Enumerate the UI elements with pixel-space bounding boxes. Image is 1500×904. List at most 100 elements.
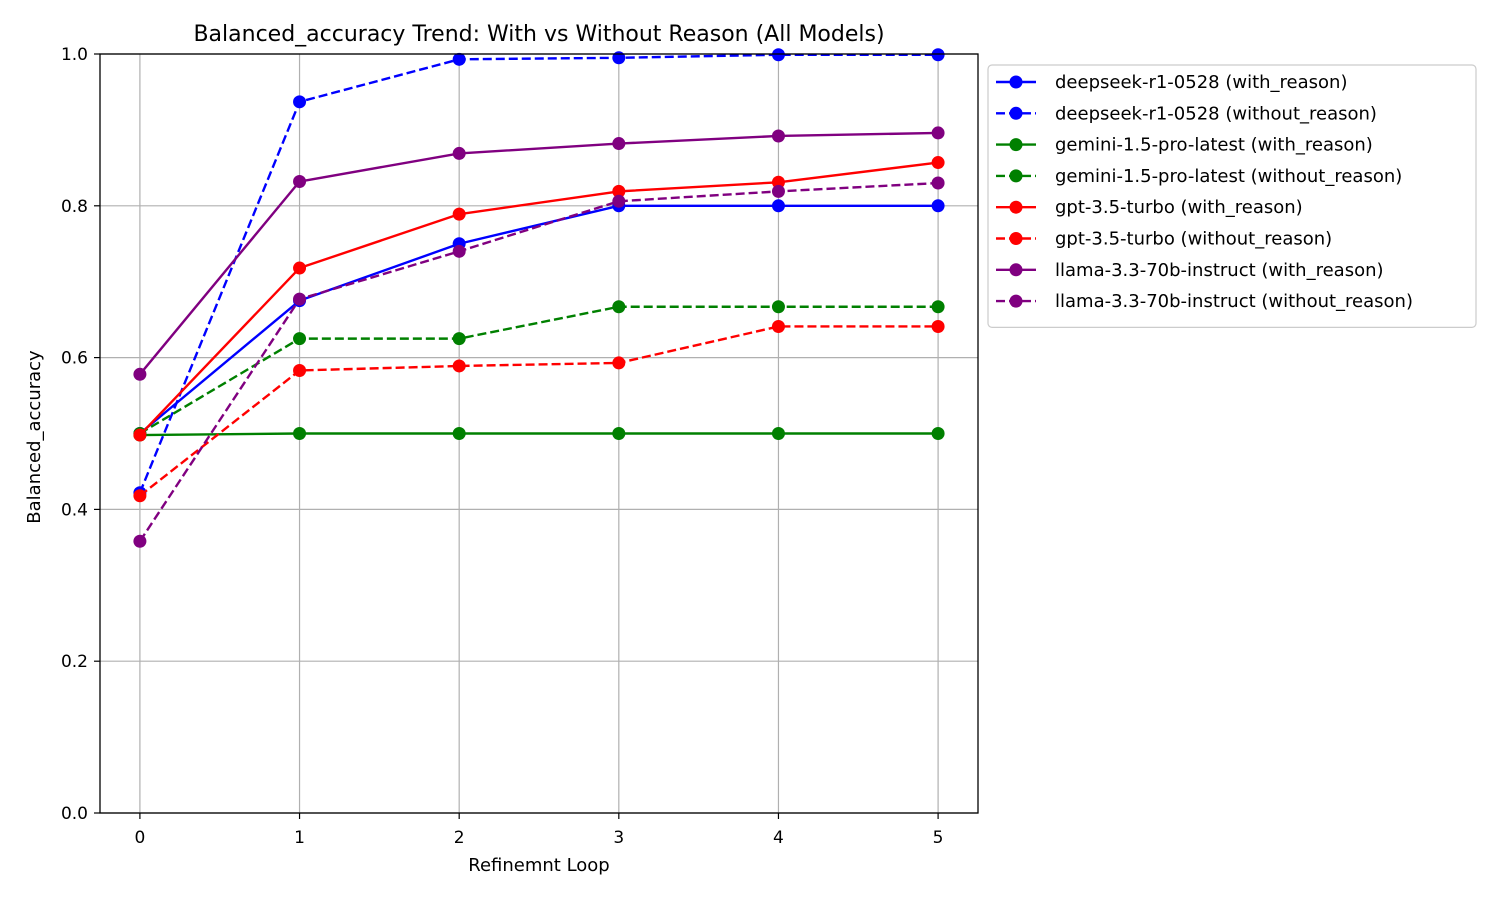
data-point — [771, 48, 785, 62]
data-point — [931, 300, 945, 314]
data-point — [452, 207, 466, 221]
data-point — [931, 319, 945, 333]
series-7 — [133, 176, 945, 548]
data-point — [133, 534, 147, 548]
series-line — [139, 161, 939, 436]
y-tick-label: 0.4 — [61, 500, 88, 520]
legend-marker — [1009, 169, 1023, 183]
data-point — [771, 199, 785, 213]
series-3 — [133, 300, 945, 440]
data-point — [931, 48, 945, 62]
legend-label: llama-3.3-70b-instruct (without_reason) — [1055, 291, 1413, 312]
legend-label: gpt-3.5-turbo (with_reason) — [1055, 197, 1303, 218]
data-point — [612, 51, 626, 65]
data-point — [771, 427, 785, 440]
legend-label: deepseek-r1-0528 (with_reason) — [1055, 72, 1347, 93]
series-line — [138, 181, 939, 542]
series-line — [138, 131, 939, 376]
series-2 — [133, 427, 945, 442]
y-tick-label: 1.0 — [61, 45, 88, 65]
legend-label: gemini-1.5-pro-latest (without_reason) — [1055, 166, 1402, 187]
data-point — [612, 356, 626, 370]
legend-item: llama-3.3-70b-instruct (with_reason) — [996, 260, 1384, 281]
legend-label: deepseek-r1-0528 (without_reason) — [1055, 103, 1377, 124]
legend-marker — [1009, 75, 1023, 89]
legend-item: gpt-3.5-turbo (without_reason) — [996, 229, 1332, 250]
data-point — [771, 319, 785, 333]
data-point — [771, 300, 785, 314]
legend-label: gpt-3.5-turbo (without_reason) — [1055, 229, 1332, 250]
data-point — [452, 146, 466, 160]
legend-item: gpt-3.5-turbo (with_reason) — [996, 197, 1303, 218]
data-point — [452, 244, 466, 258]
data-point — [771, 175, 785, 189]
series-5 — [133, 319, 945, 503]
legend-item: deepseek-r1-0528 (with_reason) — [996, 72, 1347, 93]
data-point — [612, 427, 626, 440]
y-axis-label: Balanced_accuracy — [24, 350, 45, 524]
series-6 — [133, 126, 945, 381]
legend-marker — [1009, 232, 1023, 245]
x-tick-label: 4 — [773, 828, 784, 848]
data-point — [452, 427, 466, 440]
legend-label: gemini-1.5-pro-latest (with_reason) — [1055, 135, 1373, 156]
series-line — [139, 305, 939, 435]
data-point — [612, 137, 626, 151]
x-axis: 0 1 2 3 4 5 — [134, 813, 944, 848]
legend-item: deepseek-r1-0528 (without_reason) — [996, 103, 1377, 124]
data-point — [452, 332, 466, 346]
data-point — [612, 184, 626, 198]
data-point — [133, 428, 147, 442]
x-axis-label: Refinemnt Loop — [468, 855, 609, 876]
data-point — [293, 427, 307, 440]
legend-marker — [1009, 106, 1023, 120]
data-point — [931, 156, 945, 170]
data-point — [452, 52, 466, 66]
series-line — [138, 53, 939, 494]
legend-box — [987, 64, 1477, 328]
data-point — [931, 176, 945, 190]
data-point — [293, 95, 307, 109]
data-point — [293, 261, 307, 275]
data-point — [293, 292, 307, 306]
x-tick-label: 5 — [933, 828, 944, 848]
data-point — [293, 364, 307, 378]
series-layer — [133, 48, 945, 548]
data-point — [293, 332, 307, 346]
y-tick-label: 0.6 — [61, 349, 88, 369]
data-point — [452, 359, 466, 373]
x-tick-label: 3 — [613, 828, 624, 848]
legend-item: gemini-1.5-pro-latest (with_reason) — [996, 135, 1373, 156]
data-point — [931, 126, 945, 140]
series-4 — [133, 156, 945, 442]
legend-item: gemini-1.5-pro-latest (without_reason) — [996, 166, 1402, 187]
series-line — [139, 325, 939, 497]
data-point — [771, 129, 785, 143]
y-tick-label: 0.2 — [61, 652, 88, 672]
x-tick-label: 0 — [134, 828, 145, 848]
legend-marker — [1009, 294, 1023, 308]
plot-frame — [99, 53, 979, 814]
legend: deepseek-r1-0528 (with_reason) deepseek-r… — [987, 64, 1477, 328]
data-point — [293, 175, 307, 189]
data-point — [612, 194, 626, 208]
data-point — [612, 300, 626, 314]
data-point — [771, 184, 785, 198]
series-line — [139, 432, 939, 437]
legend-label: llama-3.3-70b-instruct (with_reason) — [1055, 260, 1384, 281]
legend-item: llama-3.3-70b-instruct (without_reason) — [996, 291, 1413, 312]
data-point — [133, 489, 147, 503]
data-point — [133, 367, 147, 381]
y-tick-label: 0.0 — [61, 804, 88, 824]
legend-marker — [1009, 138, 1023, 152]
y-tick-label: 0.8 — [61, 197, 88, 217]
x-tick-label: 2 — [454, 828, 465, 848]
legend-marker — [1009, 263, 1023, 277]
y-axis: 0.0 0.2 0.4 0.6 0.8 1.0 — [61, 45, 100, 824]
legend-marker — [1009, 200, 1023, 214]
x-tick-label: 1 — [294, 828, 305, 848]
series-line — [139, 204, 939, 435]
data-point — [931, 199, 945, 213]
